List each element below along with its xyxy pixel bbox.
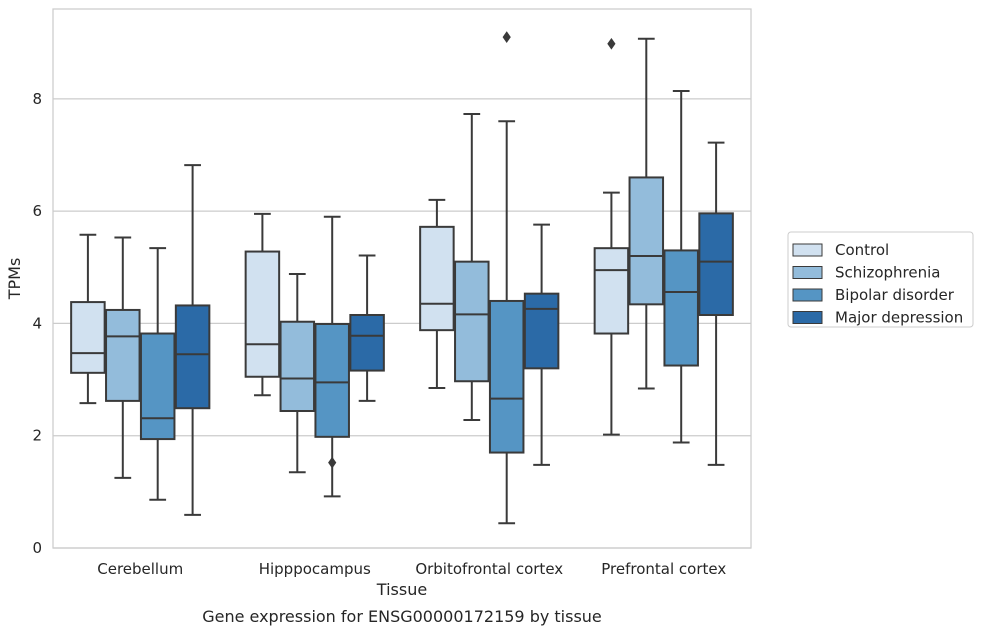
x-tick-label: Prefrontal cortex xyxy=(601,560,726,578)
box-bipolar-disorder-orbitofrontal-cortex xyxy=(488,31,525,525)
box-iqr xyxy=(593,247,630,335)
legend-swatch xyxy=(792,243,823,257)
box-major-depression-hipppocampus xyxy=(349,254,385,402)
box-control-prefrontal-cortex xyxy=(593,37,630,436)
box-iqr xyxy=(139,332,176,441)
box-bipolar-disorder-prefrontal-cortex xyxy=(663,89,699,444)
plot-frame xyxy=(52,8,752,549)
legend-label: Major depression xyxy=(835,309,963,327)
box-bipolar-disorder-hipppocampus xyxy=(314,215,350,498)
box-bipolar-disorder-cerebellum xyxy=(139,247,176,501)
x-axis-label: Tissue xyxy=(376,580,427,599)
legend-swatch xyxy=(792,311,823,324)
legend-label: Schizophrenia xyxy=(835,264,940,282)
legend-swatch xyxy=(792,266,823,279)
box-iqr xyxy=(663,249,699,367)
y-tick-label: 2 xyxy=(32,427,42,445)
box-iqr xyxy=(698,212,734,316)
box-iqr xyxy=(349,313,385,372)
box-iqr xyxy=(523,292,560,370)
box-iqr xyxy=(419,225,455,332)
box-iqr xyxy=(244,250,281,378)
x-tick-labels: Cerebellum Hipppocampus Orbitofrontal cort… xyxy=(97,560,726,578)
box-iqr xyxy=(70,301,106,374)
box-iqr xyxy=(454,260,490,383)
outlier-point xyxy=(502,31,511,43)
x-tick-label: Hipppocampus xyxy=(259,560,371,578)
box-schizophrenia-cerebellum xyxy=(105,236,141,479)
box-iqr xyxy=(314,322,350,438)
box-control-cerebellum xyxy=(70,233,106,405)
outlier-point xyxy=(607,37,616,50)
box-major-depression-cerebellum xyxy=(174,164,211,516)
box-iqr xyxy=(279,320,316,413)
legend-swatch xyxy=(792,288,823,302)
y-tick-label: 6 xyxy=(32,202,42,220)
y-tick-label: 0 xyxy=(32,539,42,557)
legend: Control Schizophrenia Bipolar disorder Majo… xyxy=(787,231,974,328)
box-schizophrenia-hipppocampus xyxy=(279,273,316,474)
outlier-point xyxy=(328,456,337,469)
legend-label: Bipolar disorder xyxy=(835,286,955,304)
box-schizophrenia-prefrontal-cortex xyxy=(628,37,665,390)
box-iqr xyxy=(105,308,141,402)
box-iqr xyxy=(488,299,525,454)
y-tick-labels: 0 2 4 6 8 xyxy=(32,90,42,557)
boxes xyxy=(70,31,734,525)
box-major-depression-prefrontal-cortex xyxy=(698,141,734,466)
box-major-depression-orbitofrontal-cortex xyxy=(523,223,560,466)
y-tick-label: 8 xyxy=(32,90,42,108)
chart-caption: Gene expression for ENSG00000172159 by t… xyxy=(202,607,602,626)
legend-label: Control xyxy=(835,241,889,259)
x-tick-label: Cerebellum xyxy=(97,560,183,578)
legend-frame xyxy=(787,231,974,328)
box-control-orbitofrontal-cortex xyxy=(419,198,455,389)
x-tick-label: Orbitofrontal cortex xyxy=(415,560,563,578)
box-schizophrenia-orbitofrontal-cortex xyxy=(454,112,490,421)
box-iqr xyxy=(174,304,211,410)
y-axis-label: TPMs xyxy=(5,258,24,301)
box-control-hipppocampus xyxy=(244,212,281,397)
y-tick-label: 4 xyxy=(32,314,42,332)
box-iqr xyxy=(628,176,665,306)
